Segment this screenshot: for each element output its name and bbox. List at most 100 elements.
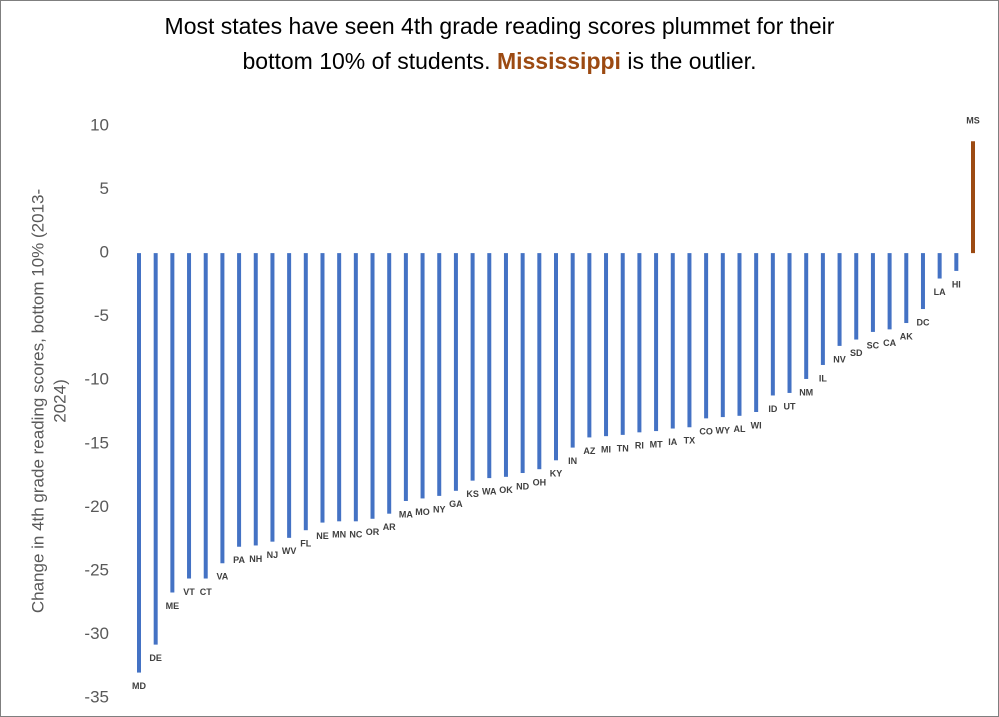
title-line: bottom 10% of students. Mississippi is t…	[1, 44, 998, 79]
bar	[654, 253, 659, 432]
category-label: DC	[916, 317, 929, 327]
category-label: MA	[399, 509, 413, 519]
bar	[570, 253, 575, 448]
bar	[287, 253, 292, 538]
bar	[203, 253, 208, 579]
bar	[737, 253, 742, 416]
bar	[187, 253, 192, 579]
bar	[537, 253, 542, 470]
bar	[720, 253, 725, 418]
bar	[587, 253, 592, 438]
y-tick-label: 5	[100, 179, 109, 198]
category-label: NM	[799, 387, 813, 397]
title-highlight: Mississippi	[496, 48, 621, 74]
bar	[971, 141, 975, 254]
bar	[954, 253, 959, 271]
y-tick-label: -5	[94, 306, 109, 325]
bar	[137, 253, 141, 673]
bar	[687, 253, 692, 428]
category-label: SC	[867, 340, 880, 350]
category-label: UT	[784, 401, 796, 411]
category-label: NH	[249, 554, 262, 564]
category-label: AR	[383, 522, 396, 532]
category-label: NC	[349, 530, 362, 540]
category-label: CA	[883, 338, 896, 348]
bar	[787, 253, 792, 393]
bar	[453, 253, 458, 491]
category-label: NJ	[267, 550, 279, 560]
title-text: is the outlier.	[627, 48, 757, 74]
y-tick-label: 10	[90, 115, 109, 134]
y-tick-label: -30	[84, 624, 109, 643]
category-label: SD	[850, 348, 863, 358]
category-label: TX	[684, 436, 696, 446]
bar	[920, 253, 925, 310]
y-tick-label: 0	[100, 243, 109, 262]
category-label: IL	[819, 373, 828, 383]
bar	[237, 253, 242, 547]
category-label: WI	[751, 420, 762, 430]
bar	[253, 253, 258, 546]
category-label: MD	[132, 681, 146, 691]
bar	[303, 253, 308, 531]
bar	[220, 253, 225, 564]
category-label: PA	[233, 555, 245, 565]
y-tick-label: -25	[84, 560, 109, 579]
y-tick-label: -35	[84, 687, 109, 706]
category-label: GA	[449, 499, 463, 509]
bar	[520, 253, 525, 474]
category-label: OH	[533, 478, 547, 488]
category-label: IN	[568, 456, 577, 466]
category-label: MI	[601, 445, 611, 455]
category-label: MN	[332, 530, 346, 540]
chart-title: Most states have seen 4th grade reading …	[1, 9, 998, 79]
category-label: HI	[952, 279, 961, 289]
bar	[554, 253, 558, 461]
category-label: MT	[650, 439, 663, 449]
bar	[670, 253, 675, 429]
y-axis-label: 2024)	[50, 379, 69, 422]
bar	[270, 253, 275, 542]
bar	[420, 253, 425, 499]
y-tick-label: -20	[84, 497, 109, 516]
category-label: ND	[516, 481, 529, 491]
category-label: VA	[216, 572, 228, 582]
bar	[337, 253, 342, 522]
category-label: AK	[900, 331, 913, 341]
category-label: IA	[668, 437, 678, 447]
y-tick-label: -10	[84, 370, 109, 389]
category-label: NE	[316, 531, 329, 541]
category-label: NV	[833, 354, 846, 364]
bar	[353, 253, 358, 522]
bar	[320, 253, 325, 523]
category-label: OR	[366, 527, 380, 537]
bar	[153, 253, 158, 645]
category-label: AL	[733, 424, 745, 434]
category-label: FL	[300, 539, 311, 549]
category-label: ID	[768, 404, 778, 414]
y-axis-label: Change in 4th grade reading scores, bott…	[28, 189, 47, 613]
bar	[804, 253, 809, 379]
bar	[487, 253, 492, 479]
bar	[637, 253, 642, 433]
category-label: OK	[499, 485, 513, 495]
bar	[904, 253, 909, 324]
bar	[387, 253, 392, 514]
category-label: DE	[149, 653, 162, 663]
category-label: CO	[699, 427, 713, 437]
bar	[837, 253, 842, 346]
category-label: ME	[166, 601, 180, 611]
category-label: WV	[282, 546, 297, 556]
category-label: AZ	[583, 446, 595, 456]
bar	[770, 253, 775, 396]
bar	[704, 253, 709, 419]
bar	[170, 253, 175, 593]
bar	[437, 253, 442, 496]
bar	[854, 253, 859, 340]
category-label: NY	[433, 504, 446, 514]
bar	[937, 253, 942, 279]
title-text: bottom 10% of students.	[242, 48, 491, 74]
bar	[503, 253, 508, 477]
